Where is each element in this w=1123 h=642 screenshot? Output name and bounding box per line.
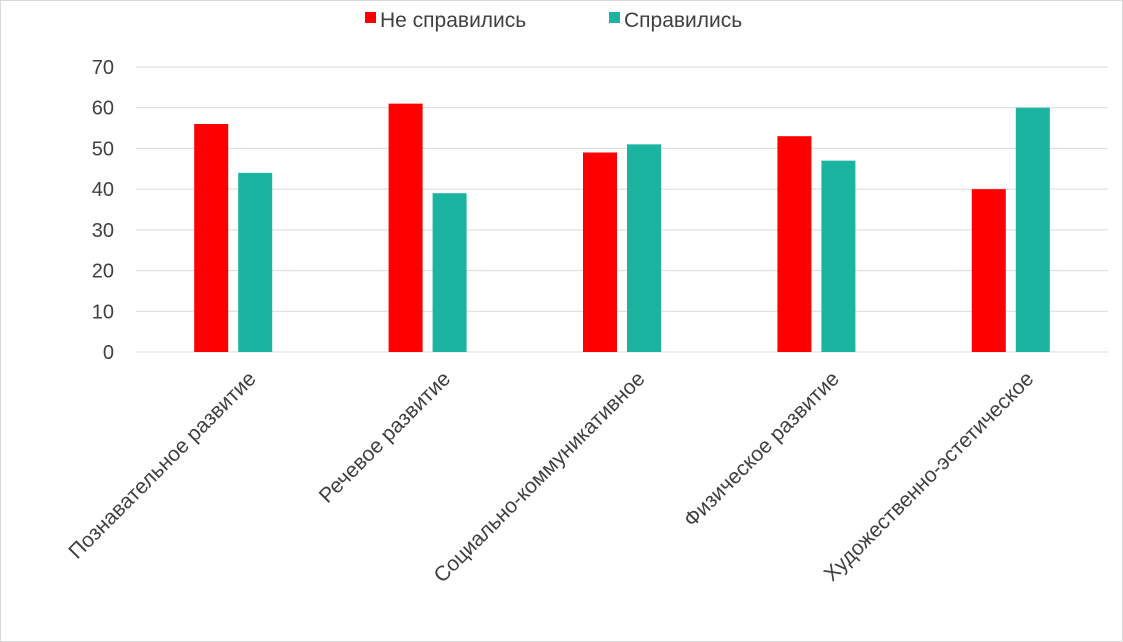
y-tick-label: 10 (92, 301, 114, 323)
bar-not-done (194, 124, 229, 352)
bar-not-done (777, 136, 812, 352)
category-label: Познавательное развитие (64, 367, 260, 563)
y-tick-label: 50 (92, 138, 114, 160)
category-label: Физическое развитие (680, 367, 844, 531)
legend-label: Не справились (380, 9, 526, 32)
bar-done (627, 144, 661, 352)
y-axis-ticks: 0 10 20 30 40 50 60 70 (92, 57, 114, 364)
legend-swatch (365, 12, 376, 23)
bar-not-done (583, 152, 617, 352)
gridlines (136, 66, 1108, 353)
y-tick-label: 40 (92, 179, 114, 201)
bar-done (821, 160, 856, 352)
category-label: Речевое развитие (315, 367, 455, 507)
bar-done (238, 172, 273, 352)
bar-not-done (388, 103, 423, 353)
y-tick-label: 30 (92, 220, 114, 242)
category-labels: Познавательное развитие Речевое развитиеС… (64, 367, 1038, 587)
legend: Не справились Справились (365, 9, 742, 32)
legend-swatch (609, 12, 620, 23)
y-tick-label: 60 (92, 98, 114, 120)
category-label: Художественно-эстетическое (820, 367, 1039, 586)
bar-done (1015, 107, 1050, 352)
bar-not-done (971, 189, 1006, 352)
y-tick-label: 20 (92, 261, 114, 283)
bars (194, 103, 1050, 353)
legend-label: Справились (624, 9, 742, 32)
category-label: Социально-коммуникативное (430, 367, 650, 587)
bar-done (432, 193, 467, 352)
y-tick-label: 0 (103, 342, 114, 364)
y-tick-label: 70 (92, 57, 114, 79)
